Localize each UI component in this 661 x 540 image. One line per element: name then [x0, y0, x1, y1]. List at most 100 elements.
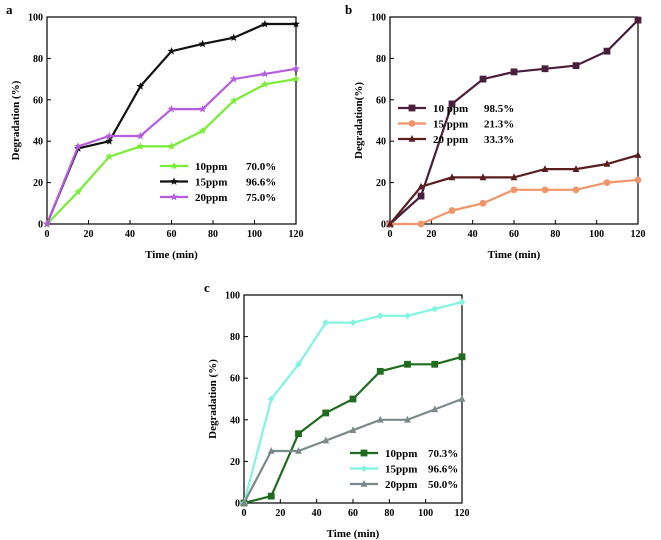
series-10ppm	[43, 74, 300, 228]
data-point	[229, 96, 238, 105]
legend-name: 20ppm	[195, 192, 227, 204]
y-axis-label: Degradation (%)	[10, 80, 22, 160]
data-point	[603, 179, 611, 187]
data-point	[322, 409, 330, 417]
legend-value: 70.3%	[428, 448, 458, 460]
legend-value: 50.0%	[428, 479, 458, 491]
data-point	[603, 159, 611, 167]
data-point	[479, 199, 487, 207]
legend-value: 33.3%	[484, 134, 514, 146]
data-point	[322, 319, 330, 327]
data-point	[229, 33, 238, 42]
data-point	[458, 298, 466, 306]
x-axis-label: Time (min)	[145, 249, 198, 261]
data-point	[448, 173, 456, 181]
panel-label: b	[345, 2, 352, 17]
series-20ppm	[386, 151, 642, 227]
legend-name: 10ppm	[385, 448, 417, 460]
data-point	[417, 182, 425, 190]
legend-marker	[360, 449, 368, 457]
data-point	[376, 312, 384, 320]
data-point	[404, 312, 411, 320]
y-tick-label: 40	[33, 137, 43, 148]
data-point	[541, 186, 549, 194]
x-tick-label: 100	[247, 229, 262, 240]
data-point	[458, 353, 466, 361]
data-point	[136, 142, 145, 150]
data-point	[349, 426, 357, 433]
y-tick-label: 40	[376, 137, 386, 148]
data-point	[322, 436, 330, 444]
data-point	[295, 430, 302, 438]
series-20ppm	[43, 64, 300, 228]
legend-value: 75.0%	[246, 192, 276, 204]
legend-marker	[408, 135, 416, 142]
data-point	[634, 16, 642, 24]
x-tick-label: 40	[125, 229, 135, 240]
chart-panel-c: 0 20 40 60 80 100 120 0 20 40 60 80 100 Time (min) Deg…	[204, 280, 470, 540]
data-point	[510, 173, 518, 181]
x-tick-label: 120	[631, 229, 646, 240]
series-15ppm	[240, 298, 466, 507]
data-point	[431, 305, 439, 313]
y-tick-label: 40	[230, 415, 240, 426]
legend-name: 15ppm	[195, 177, 227, 189]
legend-value: 98.5%	[484, 103, 514, 115]
data-point	[136, 131, 145, 140]
legend-marker	[170, 192, 178, 201]
series-10ppm	[240, 353, 466, 507]
data-point	[292, 74, 300, 83]
legend-marker	[408, 104, 416, 112]
data-point	[603, 47, 611, 55]
legend-marker	[360, 480, 368, 487]
y-tick-label: 0	[381, 220, 386, 231]
data-point	[292, 19, 300, 28]
x-tick-label: 60	[348, 508, 358, 519]
legend-name: 15ppm	[385, 464, 417, 476]
data-point	[260, 19, 269, 28]
legend-name: 15 ppm	[433, 119, 468, 131]
data-point	[431, 405, 439, 413]
legend-marker	[170, 161, 178, 170]
data-point	[267, 492, 275, 500]
legend-name: 20ppm	[385, 479, 417, 491]
data-point	[349, 395, 357, 403]
x-tick-label: 60	[509, 229, 519, 240]
y-axis-label: Degradation(%)	[353, 82, 365, 159]
data-point	[167, 142, 176, 150]
data-point	[541, 65, 549, 73]
y-tick-label: 80	[33, 54, 43, 65]
data-point	[634, 151, 642, 158]
data-point	[198, 104, 207, 113]
legend: 10ppm 70.3% 15ppm 96.6% 20ppm 50.0%	[350, 448, 458, 491]
x-tick-label: 120	[455, 508, 470, 519]
data-point	[448, 207, 456, 214]
legend-value: 21.3%	[484, 119, 514, 131]
x-tick-label: 100	[418, 508, 433, 519]
legend-marker	[408, 120, 416, 127]
data-point	[417, 192, 425, 200]
x-tick-label: 40	[468, 229, 478, 240]
data-point	[74, 142, 83, 150]
data-point	[431, 360, 439, 368]
y-tick-label: 20	[230, 457, 240, 468]
data-point	[572, 62, 580, 70]
data-point	[105, 131, 114, 140]
data-point	[376, 367, 384, 375]
legend-marker	[360, 465, 368, 472]
data-point	[43, 219, 51, 228]
data-point	[267, 447, 275, 454]
y-tick-label: 0	[235, 499, 240, 510]
y-tick-label: 80	[376, 54, 386, 65]
x-tick-label: 20	[275, 508, 285, 519]
legend-value: 70.0%	[246, 161, 276, 173]
data-point	[541, 165, 549, 172]
data-point	[458, 395, 466, 402]
legend-name: 10 ppm	[433, 103, 468, 115]
x-tick-label: 20	[84, 229, 94, 240]
data-point	[417, 220, 425, 228]
y-tick-label: 20	[33, 178, 43, 189]
x-tick-label: 120	[289, 229, 304, 240]
x-axis-label: Time (min)	[327, 528, 380, 540]
data-point	[292, 64, 300, 73]
